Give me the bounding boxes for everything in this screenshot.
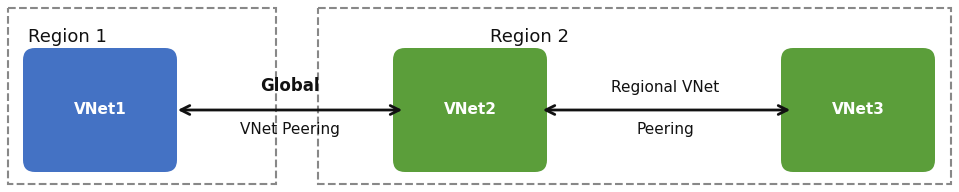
Text: Region 2: Region 2 — [490, 28, 569, 46]
Text: Global: Global — [260, 77, 319, 95]
FancyBboxPatch shape — [23, 48, 177, 172]
FancyBboxPatch shape — [393, 48, 547, 172]
FancyBboxPatch shape — [781, 48, 935, 172]
Text: VNet3: VNet3 — [831, 103, 884, 118]
Text: Peering: Peering — [636, 122, 694, 137]
Bar — [8, 8, 276, 184]
Text: VNet2: VNet2 — [443, 103, 497, 118]
Text: Regional VNet: Regional VNet — [611, 80, 719, 95]
Text: VNet Peering: VNet Peering — [240, 122, 339, 137]
Bar — [318, 8, 951, 184]
Text: VNet1: VNet1 — [74, 103, 127, 118]
Text: Region 1: Region 1 — [28, 28, 106, 46]
